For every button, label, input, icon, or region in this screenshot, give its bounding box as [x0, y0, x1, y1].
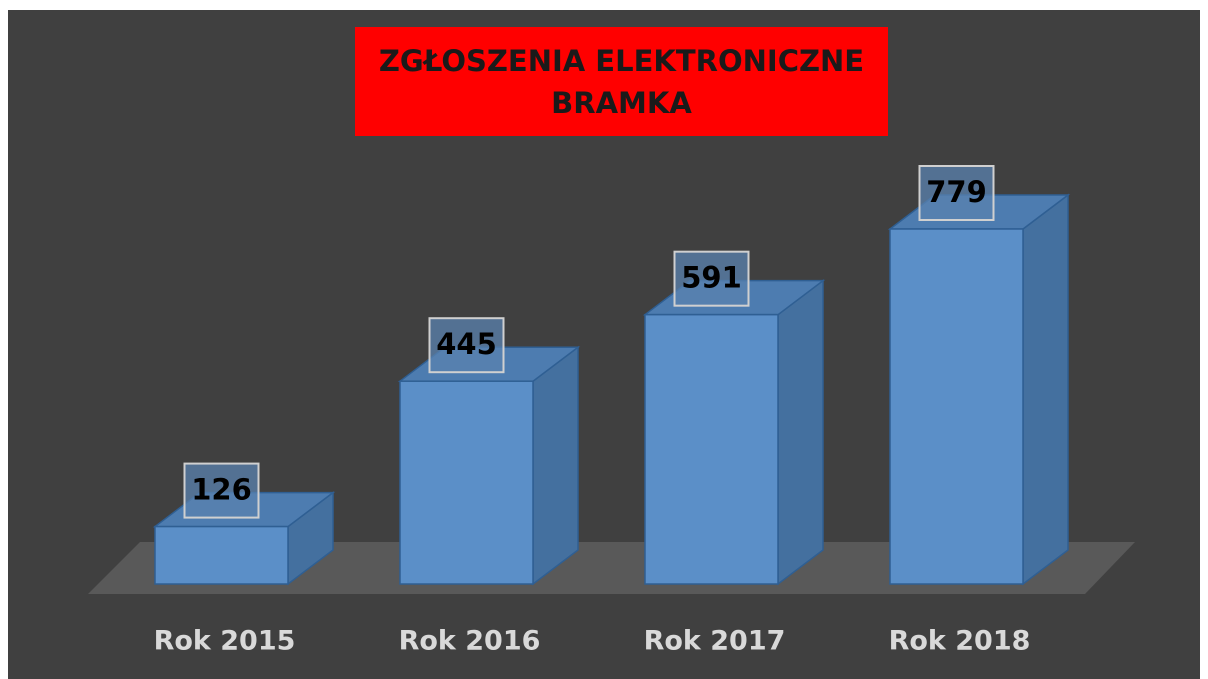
value-label: 445: [436, 327, 497, 361]
value-label-box: [673, 250, 750, 307]
x-tick-label: Rok 2017: [644, 626, 786, 657]
x-tick-label: Rok 2018: [889, 626, 1031, 657]
bar-side: [777, 279, 824, 586]
value-label: 779: [926, 175, 987, 209]
chart-title: ZGŁOSZENIA ELEKTRONICZNE BRAMKA: [355, 27, 888, 136]
bar: [889, 228, 1024, 585]
value-label-box: [183, 462, 260, 519]
bar: [644, 313, 779, 585]
value-label: 591: [681, 261, 742, 295]
value-label: 126: [191, 473, 252, 507]
bar-side: [532, 345, 579, 586]
bar-side: [1022, 193, 1069, 586]
value-label-box: [428, 317, 505, 374]
value-label-box: [918, 165, 995, 221]
x-tick-label: Rok 2016: [399, 626, 541, 657]
floor: [88, 542, 1135, 594]
bar: [399, 380, 534, 585]
bar: [154, 525, 289, 585]
x-tick-label: Rok 2015: [154, 626, 296, 657]
